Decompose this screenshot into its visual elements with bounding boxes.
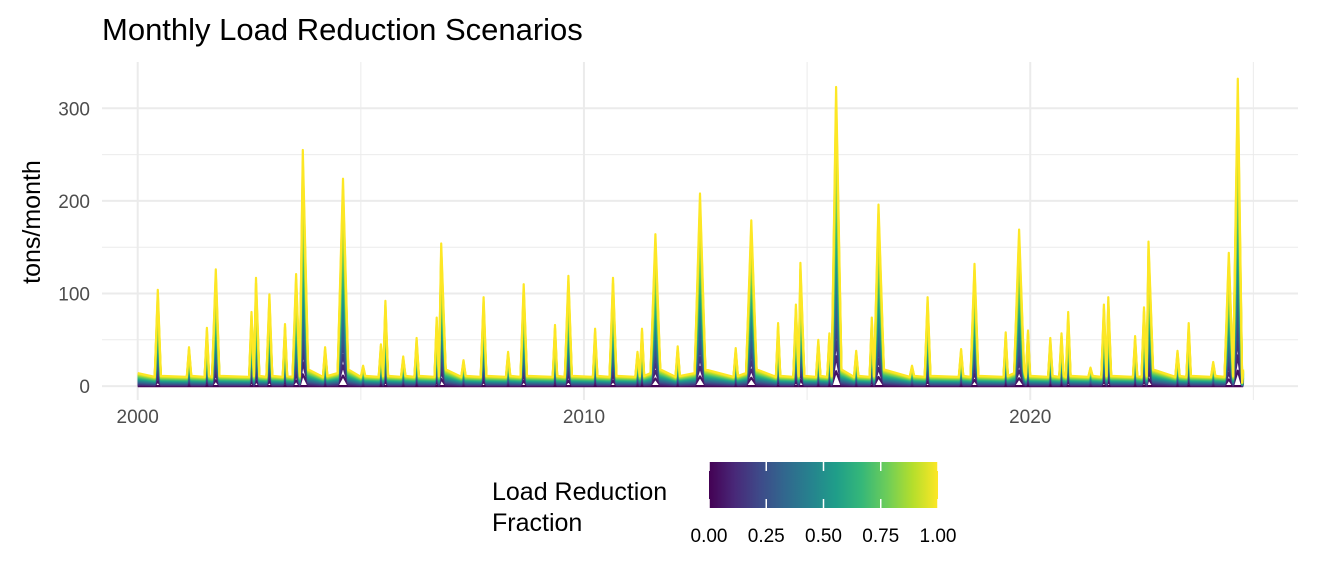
chart-title: Monthly Load Reduction Scenarios bbox=[102, 12, 583, 47]
legend-tick-label: 1.00 bbox=[920, 526, 957, 547]
legend-tick-label: 0.25 bbox=[748, 526, 785, 547]
legend-tick-label: 0.75 bbox=[862, 526, 899, 547]
legend-tick-label: 0.00 bbox=[691, 526, 728, 547]
x-axis-ticks: 2000 2010 2020 bbox=[117, 407, 1052, 428]
y-axis-label: tons/month bbox=[18, 160, 46, 284]
series-line-fraction-1 bbox=[137, 77, 1245, 384]
x-tick-label: 2010 bbox=[563, 407, 605, 428]
x-tick-label: 2000 bbox=[117, 407, 159, 428]
y-tick-label: 100 bbox=[58, 285, 90, 306]
legend-title-line-2: Fraction bbox=[492, 509, 582, 537]
legend-ticks: 0.00 0.25 0.50 0.75 1.00 bbox=[691, 462, 957, 547]
y-axis-ticks: 0 100 200 300 bbox=[58, 99, 90, 398]
y-tick-label: 300 bbox=[58, 99, 90, 120]
series-lines bbox=[137, 77, 1245, 388]
legend: Load Reduction Fraction 0.00 0.25 0.50 0.75… bbox=[492, 462, 956, 547]
legend-title-line-1: Load Reduction bbox=[492, 478, 667, 506]
x-tick-label: 2020 bbox=[1009, 407, 1051, 428]
y-tick-label: 0 bbox=[79, 377, 90, 398]
legend-tick-label: 0.50 bbox=[805, 526, 842, 547]
y-tick-label: 200 bbox=[58, 192, 90, 213]
